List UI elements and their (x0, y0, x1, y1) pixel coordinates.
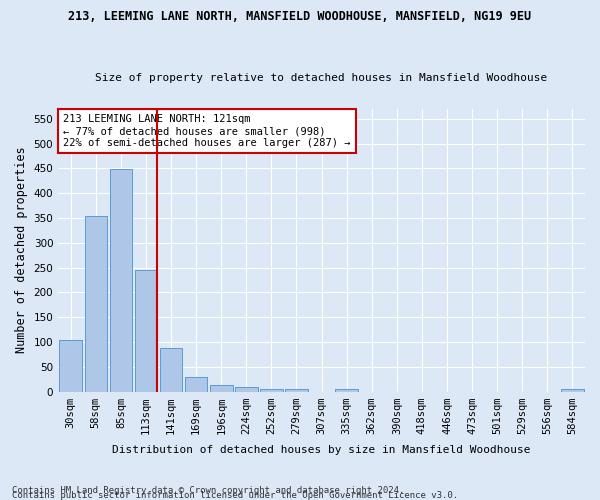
Bar (59, 340, 82, 392)
Y-axis label: Number of detached properties: Number of detached properties (15, 147, 28, 354)
Bar (235, 387, 257, 392)
Bar (134, 270, 157, 392)
X-axis label: Distribution of detached houses by size in Mansfield Woodhouse: Distribution of detached houses by size … (112, 445, 531, 455)
Bar (185, 376, 208, 392)
Text: Contains HM Land Registry data © Crown copyright and database right 2024.: Contains HM Land Registry data © Crown c… (12, 486, 404, 495)
Bar (110, 170, 132, 392)
Text: 213 LEEMING LANE NORTH: 121sqm
← 77% of detached houses are smaller (998)
22% of: 213 LEEMING LANE NORTH: 121sqm ← 77% of … (64, 114, 351, 148)
Bar (85, 216, 107, 392)
Bar (160, 348, 182, 392)
Text: 213, LEEMING LANE NORTH, MANSFIELD WOODHOUSE, MANSFIELD, NG19 9EU: 213, LEEMING LANE NORTH, MANSFIELD WOODH… (68, 10, 532, 23)
Bar (260, 389, 283, 392)
Bar (210, 385, 233, 392)
Title: Size of property relative to detached houses in Mansfield Woodhouse: Size of property relative to detached ho… (95, 73, 548, 83)
Text: Contains public sector information licensed under the Open Government Licence v3: Contains public sector information licen… (12, 490, 458, 500)
Bar (285, 389, 308, 392)
Bar (561, 389, 584, 392)
Bar (335, 389, 358, 392)
